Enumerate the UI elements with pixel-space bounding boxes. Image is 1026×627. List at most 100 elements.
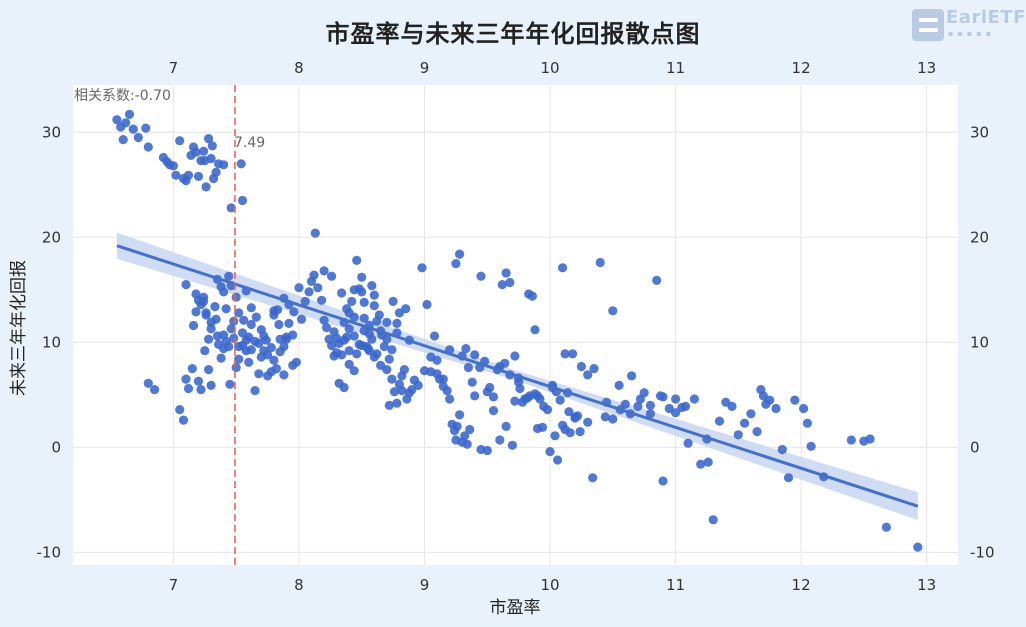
scatter-point bbox=[269, 355, 279, 365]
scatter-point bbox=[284, 318, 294, 328]
scatter-point bbox=[357, 272, 367, 282]
scatter-point bbox=[445, 394, 455, 404]
scatter-point bbox=[296, 314, 307, 324]
scatter-point bbox=[359, 313, 369, 323]
scatter-point bbox=[322, 323, 332, 333]
scatter-point bbox=[463, 362, 473, 373]
scatter-point bbox=[558, 263, 568, 273]
scatter-point bbox=[357, 287, 367, 297]
scatter-point bbox=[234, 341, 244, 352]
scatter-point bbox=[181, 280, 191, 290]
logo-mark-icon bbox=[912, 9, 944, 41]
scatter-point bbox=[727, 401, 737, 411]
scatter-point bbox=[455, 249, 465, 259]
scatter-point bbox=[206, 324, 216, 334]
scatter-point bbox=[367, 281, 377, 291]
scatter-point bbox=[187, 364, 197, 374]
scatter-point bbox=[175, 136, 185, 146]
scatter-point bbox=[342, 304, 352, 314]
scatter-point bbox=[133, 132, 143, 143]
scatter-point bbox=[846, 435, 856, 445]
scatter-point bbox=[337, 288, 347, 298]
scatter-point bbox=[279, 370, 289, 380]
scatter-point bbox=[339, 382, 349, 393]
scatter-point bbox=[143, 142, 153, 152]
scatter-point bbox=[442, 386, 452, 396]
scatter-point bbox=[349, 366, 359, 376]
scatter-point bbox=[206, 380, 216, 390]
scatter-point bbox=[201, 310, 211, 320]
scatter-point bbox=[485, 382, 495, 393]
scatter-point bbox=[339, 335, 349, 345]
scatter-point bbox=[246, 345, 256, 355]
data-points bbox=[112, 109, 923, 552]
x-tick-label-bottom: 7 bbox=[169, 576, 179, 594]
scatter-point bbox=[216, 353, 226, 363]
scatter-point bbox=[219, 160, 229, 170]
scatter-point bbox=[313, 283, 323, 293]
scatter-point bbox=[210, 302, 220, 312]
scatter-point bbox=[219, 287, 229, 297]
scatter-point bbox=[588, 473, 598, 483]
scatter-point bbox=[470, 350, 480, 360]
scatter-point bbox=[221, 304, 231, 314]
scatter-point bbox=[388, 296, 398, 306]
scatter-point bbox=[261, 335, 271, 345]
scatter-point bbox=[614, 380, 624, 390]
y-tick-label-right: -10 bbox=[970, 543, 995, 561]
scatter-point bbox=[288, 360, 298, 370]
scatter-point bbox=[379, 341, 389, 352]
scatter-point bbox=[783, 473, 794, 483]
x-tick-label-bottom: 13 bbox=[917, 576, 936, 594]
scatter-point bbox=[266, 343, 276, 353]
scatter-point bbox=[219, 330, 229, 340]
scatter-point bbox=[595, 257, 605, 268]
scatter-point bbox=[211, 314, 221, 324]
scatter-point bbox=[389, 387, 399, 397]
scatter-point bbox=[246, 303, 256, 313]
scatter-point bbox=[583, 370, 593, 380]
scatter-point bbox=[568, 349, 578, 359]
earletf-logo: EarlETF ▪▪▪▪▪ bbox=[912, 7, 1025, 41]
scatter-point bbox=[671, 394, 681, 404]
scatter-point bbox=[777, 444, 787, 455]
scatter-point bbox=[246, 319, 256, 330]
scatter-point bbox=[501, 421, 511, 431]
scatter-point bbox=[515, 383, 525, 394]
scatter-point bbox=[535, 394, 545, 404]
scatter-point bbox=[530, 325, 540, 335]
scatter-point bbox=[196, 385, 206, 395]
scatter-point bbox=[802, 418, 813, 428]
x-tick-label-bottom: 10 bbox=[540, 576, 559, 594]
scatter-point bbox=[214, 339, 224, 349]
x-tick-label-top: 11 bbox=[666, 59, 685, 77]
scatter-point bbox=[467, 377, 477, 387]
regression-line bbox=[116, 244, 919, 508]
scatter-point bbox=[128, 124, 138, 134]
scatter-point bbox=[419, 366, 430, 376]
scatter-point bbox=[384, 400, 394, 410]
scatter-point bbox=[671, 408, 681, 418]
y-tick-label-right: 30 bbox=[970, 123, 989, 141]
scatter-point bbox=[271, 364, 281, 374]
chart-title: 市盈率与未来三年年化回报散点图 bbox=[325, 20, 701, 48]
scatter-point bbox=[347, 296, 357, 306]
scatter-point bbox=[191, 307, 201, 317]
scatter-point bbox=[369, 301, 379, 311]
scatter-point bbox=[251, 312, 261, 322]
scatter-point bbox=[746, 409, 756, 419]
scatter-point bbox=[399, 365, 409, 375]
scatter-point bbox=[319, 266, 329, 276]
scatter-point bbox=[384, 354, 394, 364]
scatter-point bbox=[237, 195, 248, 206]
axis-ticks: 7 7 8 8 9 9 10 10 11 11 12 12 13 13 -10 -10 0 0 10 10 20 20 30… bbox=[37, 59, 995, 594]
scatter-point bbox=[234, 354, 244, 364]
scatter-point bbox=[501, 268, 511, 278]
scatter-point bbox=[645, 400, 656, 410]
scatter-point bbox=[555, 395, 565, 405]
vline-label: 7.49 bbox=[234, 135, 265, 151]
scatter-point bbox=[372, 349, 382, 359]
scatter-point bbox=[537, 422, 548, 432]
correlation-label: 相关系数:-0.70 bbox=[74, 88, 171, 104]
